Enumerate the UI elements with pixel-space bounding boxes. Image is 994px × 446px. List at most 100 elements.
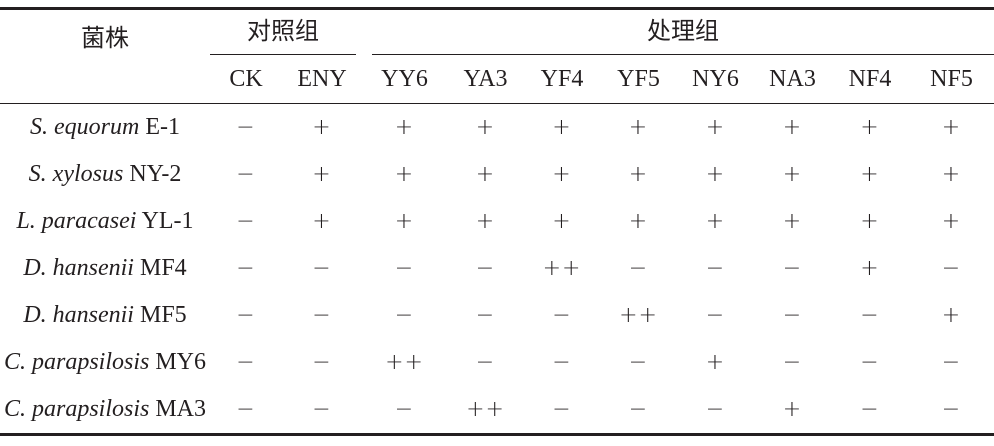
result-cell: ++ [385, 350, 424, 375]
strain-id: YL-1 [136, 208, 194, 234]
strain-id: NY-2 [123, 161, 182, 187]
result-cell: + [312, 115, 332, 140]
result-cell: − [941, 350, 962, 375]
result-cell: + [782, 162, 803, 187]
strain-name: S. equorum E-1 [0, 104, 210, 152]
result-cell: + [628, 115, 649, 140]
result-cell: + [860, 162, 880, 187]
result-cell: + [941, 162, 962, 187]
result-cell: − [210, 386, 282, 436]
result-cell: + [941, 209, 962, 234]
table-row: L. paracasei YL-1 − + + + + + + + + + [0, 198, 994, 245]
result-cell: − [782, 350, 803, 375]
result-cell: + [782, 115, 803, 140]
result-cell: ++ [447, 386, 524, 436]
strain-name: L. paracasei YL-1 [0, 198, 210, 245]
column-header-na3: NA3 [754, 55, 831, 104]
column-header-yf5: YF5 [600, 55, 677, 104]
result-cell: − [860, 303, 880, 328]
strain-name: D. hansenii MF4 [0, 245, 210, 292]
genus-species: C. parapsilosis [3, 396, 150, 422]
result-cell: + [475, 115, 496, 140]
result-cell: − [552, 350, 572, 375]
result-cell: + [394, 162, 415, 187]
result-cell: − [236, 209, 256, 234]
result-cell: − [909, 386, 994, 436]
column-header-yf4: YF4 [524, 55, 600, 104]
control-group-header: 对照组 [210, 7, 362, 55]
result-cell: − [312, 256, 332, 281]
result-cell: + [394, 209, 415, 234]
result-cell: + [705, 209, 726, 234]
result-cell: − [475, 303, 496, 328]
result-cell: + [552, 115, 572, 140]
column-header-ck: CK [210, 55, 282, 104]
result-cell: − [552, 303, 572, 328]
genus-species: L. paracasei [16, 208, 137, 234]
result-cell: − [705, 256, 726, 281]
result-cell: + [860, 209, 880, 234]
result-cell: + [860, 115, 880, 140]
result-cell: − [860, 350, 880, 375]
column-header-yy6: YY6 [362, 55, 447, 104]
result-cell: + [475, 209, 496, 234]
result-cell: − [524, 386, 600, 436]
result-cell: − [628, 350, 649, 375]
strain-name: S. xylosus NY-2 [0, 151, 210, 198]
result-cell: − [475, 256, 496, 281]
column-header-eny: ENY [282, 55, 362, 104]
result-cell: + [705, 162, 726, 187]
result-cell: + [754, 386, 831, 436]
table-row: S. xylosus NY-2 − + + + + + + + + + [0, 151, 994, 198]
genus-species: S. xylosus [28, 161, 124, 187]
result-cell: ++ [542, 256, 582, 281]
genus-species: S. equorum [30, 114, 140, 140]
result-cell: − [628, 256, 649, 281]
treatment-group-header: 处理组 [362, 7, 994, 55]
strain-id: MF4 [133, 255, 187, 281]
result-cell: − [705, 303, 726, 328]
strain-header: 菌株 [0, 7, 210, 104]
result-cell: + [312, 209, 332, 234]
strain-id: E-1 [139, 114, 180, 140]
result-cell: + [705, 350, 726, 375]
result-cell: + [860, 256, 880, 281]
table-row: D. hansenii MF5 − − − − − ++ − − − + [0, 292, 994, 339]
result-cell: − [941, 256, 962, 281]
result-cell: + [705, 115, 726, 140]
result-cell: ++ [619, 303, 658, 328]
result-cell: + [941, 115, 962, 140]
result-cell: − [782, 303, 803, 328]
result-cell: − [394, 303, 415, 328]
table-row: S. equorum E-1 − + + + + + + + + + [0, 104, 994, 152]
genus-species: D. hansenii [23, 255, 134, 281]
result-cell: − [236, 256, 256, 281]
result-cell: + [552, 162, 572, 187]
result-cell: + [394, 115, 415, 140]
column-header-ny6: NY6 [677, 55, 754, 104]
result-cell: − [475, 350, 496, 375]
column-header-ya3: YA3 [447, 55, 524, 104]
result-cell: − [312, 303, 332, 328]
result-cell: + [782, 209, 803, 234]
genus-species: D. hansenii [23, 302, 134, 328]
strain-name: C. parapsilosis MY6 [0, 339, 210, 386]
result-cell: − [236, 350, 256, 375]
result-cell: + [941, 303, 962, 328]
column-header-nf5: NF5 [909, 55, 994, 104]
result-cell: − [831, 386, 909, 436]
result-cell: − [394, 256, 415, 281]
column-header-nf4: NF4 [831, 55, 909, 104]
result-cell: + [552, 209, 572, 234]
result-cell: − [236, 162, 256, 187]
result-cell: + [628, 162, 649, 187]
result-cell: − [312, 350, 332, 375]
result-cell: − [236, 115, 256, 140]
result-cell: − [282, 386, 362, 436]
result-cell: − [782, 256, 803, 281]
table-row: C. parapsilosis MY6 − − ++ − − − + − − − [0, 339, 994, 386]
strain-name: C. parapsilosis MA3 [0, 386, 210, 436]
result-cell: − [236, 303, 256, 328]
result-cell: − [600, 386, 677, 436]
result-cell: + [475, 162, 496, 187]
